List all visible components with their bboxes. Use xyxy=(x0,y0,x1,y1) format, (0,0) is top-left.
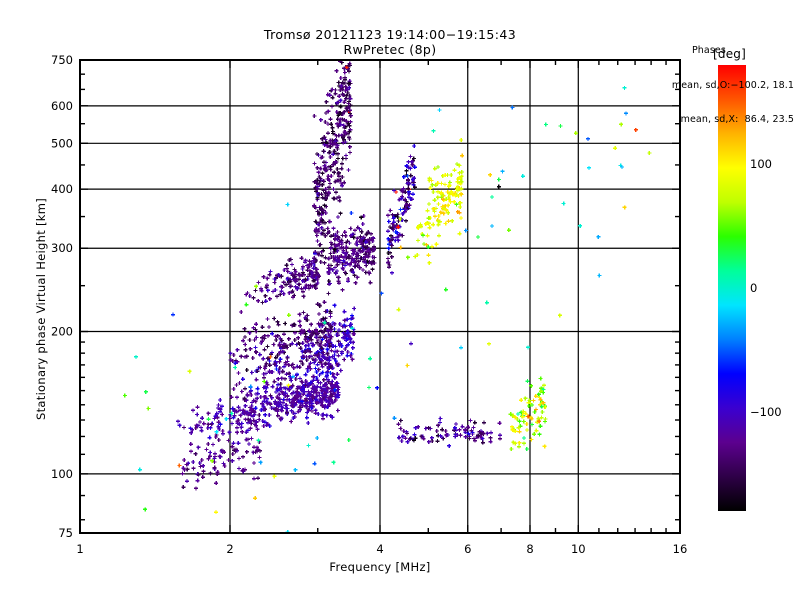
svg-text:400: 400 xyxy=(51,182,73,196)
chart-title-line2: RwPretec (8p) xyxy=(343,42,437,57)
phases-annotation-o-mode: mean, sd,O:−100.2, 18.1 xyxy=(671,79,794,91)
svg-text:2: 2 xyxy=(226,542,233,556)
phases-annotation-heading: Phases xyxy=(691,45,726,56)
data-points xyxy=(122,60,652,533)
phases-annotation-x-mode: mean, sd,X: 86.4, 23.5 xyxy=(680,114,794,125)
svg-text:10: 10 xyxy=(571,542,586,556)
x-axis-label: Frequency [MHz] xyxy=(329,560,431,574)
svg-text:75: 75 xyxy=(58,526,73,540)
svg-text:16: 16 xyxy=(673,542,688,556)
svg-text:200: 200 xyxy=(51,325,73,339)
svg-text:6: 6 xyxy=(464,542,471,556)
chart-title: Tromsø 20121123 19:14:00−19:15:43 RwPret… xyxy=(130,27,650,57)
gridlines xyxy=(80,60,680,533)
svg-text:8: 8 xyxy=(526,542,533,556)
svg-text:300: 300 xyxy=(51,241,73,255)
svg-text:100: 100 xyxy=(51,467,73,481)
phases-annotation: Phases mean, sd,O:−100.2, 18.1 mean, sd,… xyxy=(672,22,794,149)
colorbar: 100 0 −100 xyxy=(718,65,782,511)
svg-text:−100: −100 xyxy=(750,405,782,419)
svg-text:500: 500 xyxy=(51,136,73,150)
chart-title-line1: Tromsø 20121123 19:14:00−19:15:43 xyxy=(263,27,517,42)
svg-text:100: 100 xyxy=(750,157,772,171)
y-axis-label: Stationary phase Virtual Height [km] xyxy=(34,197,48,420)
svg-text:4: 4 xyxy=(376,542,383,556)
svg-text:600: 600 xyxy=(51,99,73,113)
svg-text:0: 0 xyxy=(750,281,757,295)
svg-text:750: 750 xyxy=(51,53,73,67)
axis-ticks: 1 2 4 6 8 10 16 750 600 500 400 300 200 100 75 xyxy=(51,53,687,556)
svg-text:1: 1 xyxy=(76,542,83,556)
colorbar-unit-label: [deg] xyxy=(713,47,746,61)
